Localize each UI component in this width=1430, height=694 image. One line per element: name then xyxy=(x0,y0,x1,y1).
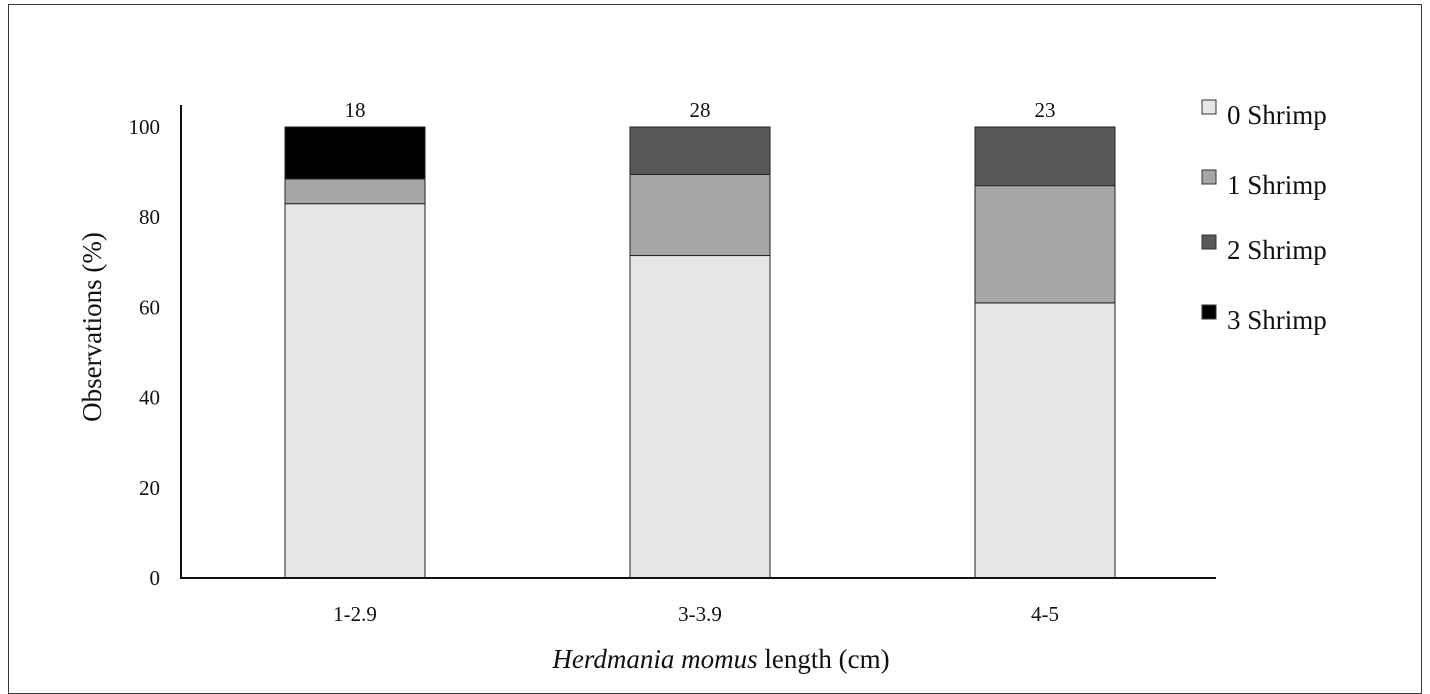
bar-segment xyxy=(629,126,771,175)
legend-label: 0 Shrimp xyxy=(1227,100,1327,130)
x-axis-title-rest: length (cm) xyxy=(758,644,890,674)
y-tick-label: 40 xyxy=(139,386,160,410)
bar-segment xyxy=(974,302,1116,579)
y-tick-labels: 0 20 40 60 80 100 xyxy=(129,115,161,590)
y-tick-label: 60 xyxy=(139,295,160,319)
axes-group xyxy=(180,105,1216,579)
legend-swatch xyxy=(1201,169,1217,185)
bar-total-label: 18 xyxy=(345,98,366,122)
bar-total-labels: 18 28 23 xyxy=(345,98,1056,122)
legend-label: 1 Shrimp xyxy=(1227,170,1327,200)
bar-segment xyxy=(284,203,426,579)
bar-total-label: 28 xyxy=(690,98,711,122)
stacked-bar-chart: 0 20 40 60 80 100 1-2.9 3-3.9 4-5 18 28 23 Observ… xyxy=(77,98,1327,674)
bar-segment xyxy=(284,178,426,205)
legend-swatch xyxy=(1201,304,1217,320)
x-axis-title: Herdmania momus length (cm) xyxy=(551,644,889,674)
legend-label: 3 Shrimp xyxy=(1227,305,1327,335)
legend-swatch xyxy=(1201,234,1217,250)
x-axis-title-italic: Herdmania momus xyxy=(551,644,757,674)
y-tick-label: 20 xyxy=(139,476,160,500)
bar-segment xyxy=(974,126,1116,187)
legend: 0 Shrimp 1 Shrimp 2 Shrimp 3 Shrimp xyxy=(1201,99,1327,335)
y-axis-title: Observations (%) xyxy=(77,232,107,422)
y-tick-label: 100 xyxy=(129,115,161,139)
bar-segment xyxy=(974,185,1116,304)
bar-segment xyxy=(629,173,771,257)
x-category-labels: 1-2.9 3-3.9 4-5 xyxy=(333,602,1059,626)
y-tick-label: 0 xyxy=(150,566,161,590)
legend-swatch xyxy=(1201,99,1217,115)
x-category-label: 1-2.9 xyxy=(333,602,377,626)
bar-total-label: 23 xyxy=(1035,98,1056,122)
x-category-label: 3-3.9 xyxy=(678,602,722,626)
bar-segment xyxy=(284,126,426,180)
x-category-label: 4-5 xyxy=(1031,602,1059,626)
legend-label: 2 Shrimp xyxy=(1227,235,1327,265)
bar-segment xyxy=(629,255,771,579)
y-tick-label: 80 xyxy=(139,205,160,229)
bars-group xyxy=(284,126,1116,579)
